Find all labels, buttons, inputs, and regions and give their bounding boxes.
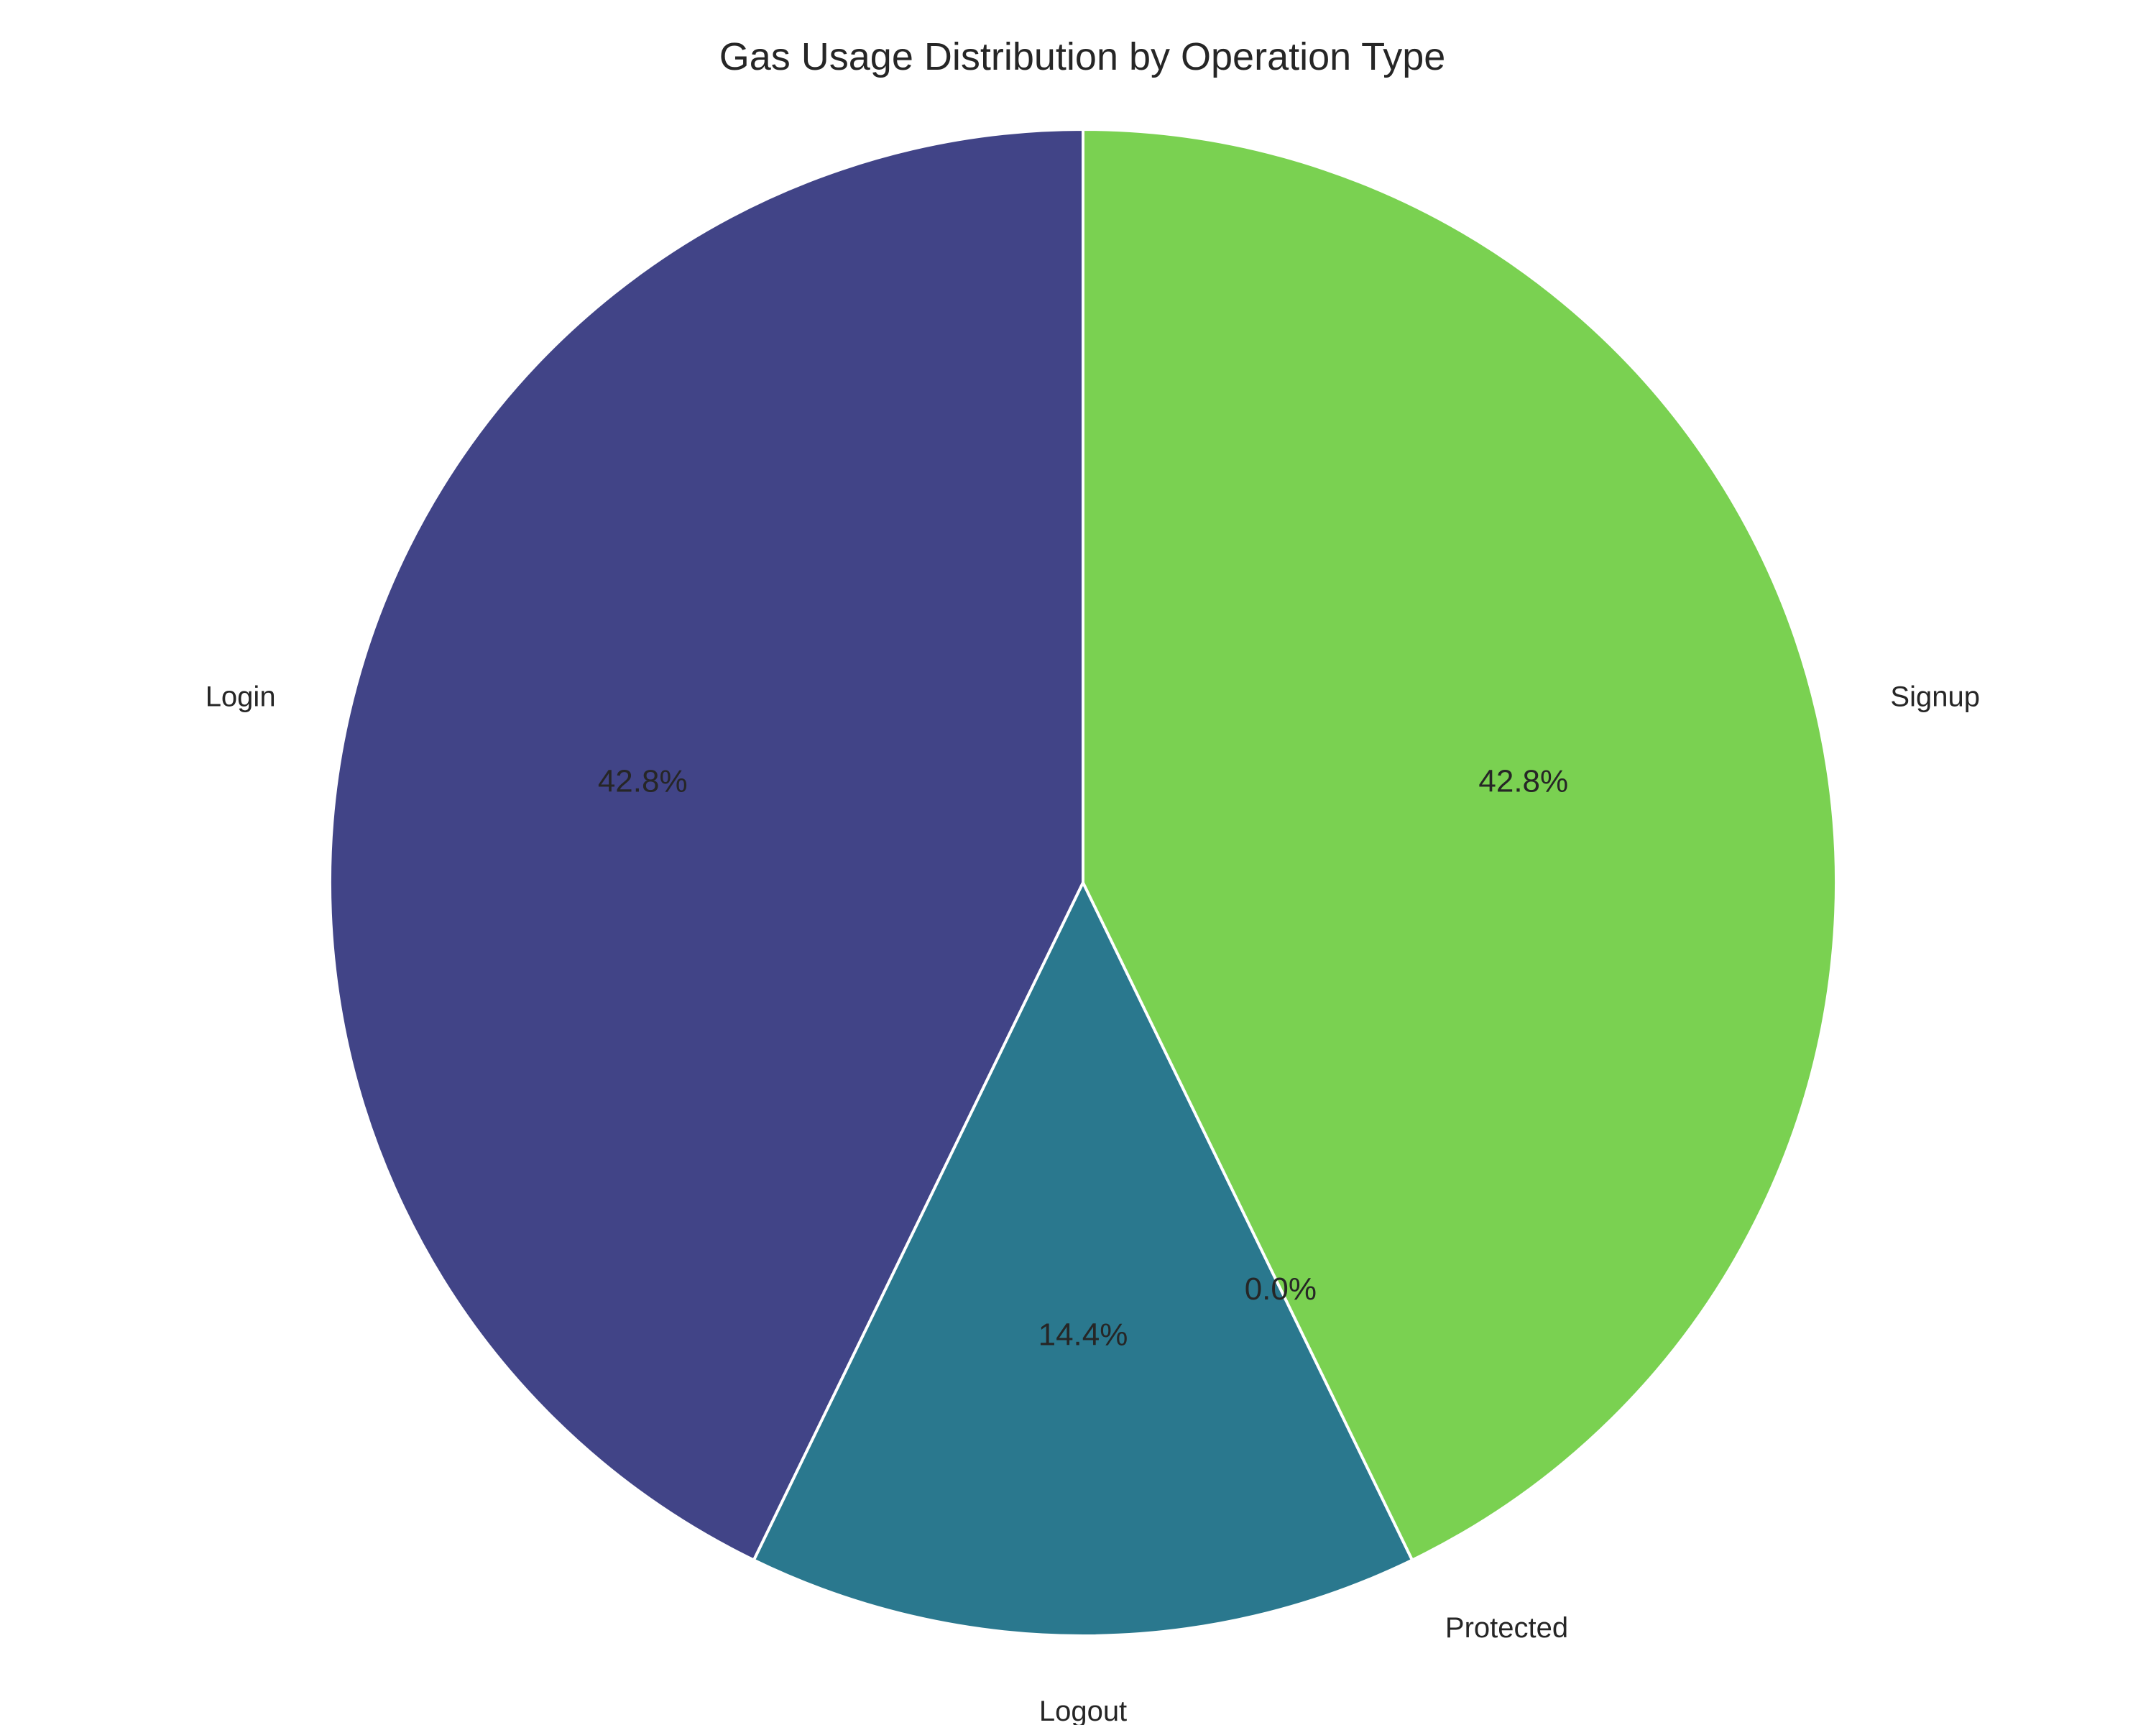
slice-label-protected: Protected xyxy=(1445,1612,1568,1644)
pie-labels: Login 42.8% Logout 14.4% Protected 0.0% Signup… xyxy=(206,681,1980,1725)
pct-label-signup: 42.8% xyxy=(1478,763,1568,799)
pct-label-protected: 0.0% xyxy=(1245,1271,1317,1307)
pct-label-login: 42.8% xyxy=(598,763,688,799)
pie-slice-signup xyxy=(1082,128,1838,1562)
pie-slices xyxy=(328,128,1838,1638)
chart-title: Gas Usage Distribution by Operation Type xyxy=(719,35,1446,78)
pct-label-logout: 14.4% xyxy=(1038,1317,1128,1352)
pie-slice-login xyxy=(328,128,1084,1562)
slice-label-logout: Logout xyxy=(1039,1696,1127,1725)
pie-slice-logout xyxy=(752,881,1414,1638)
slice-label-signup: Signup xyxy=(1890,681,1980,712)
slice-label-login: Login xyxy=(206,681,276,712)
